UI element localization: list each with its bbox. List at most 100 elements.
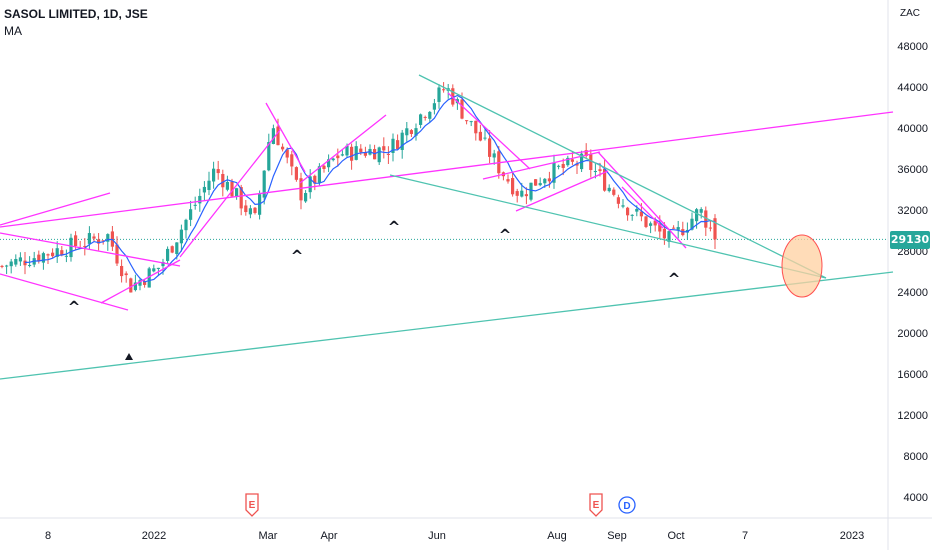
teal-trendline[interactable] [418, 74, 827, 279]
target-zone-ellipse[interactable] [781, 234, 823, 298]
candle-body [97, 239, 101, 244]
candle-body [161, 261, 165, 267]
magenta-trendline[interactable] [299, 114, 387, 184]
price-tick-label: 48000 [897, 41, 928, 53]
earnings-marker-icon[interactable] [589, 493, 603, 517]
magenta-trendline[interactable] [0, 111, 894, 228]
candle-body [442, 89, 446, 91]
candle-body [708, 227, 712, 229]
time-tick-label: 2023 [840, 530, 864, 542]
magenta-trendline[interactable] [0, 273, 129, 311]
candle-body [621, 205, 625, 207]
candle-body [354, 146, 358, 160]
candle-body [460, 99, 464, 119]
candle-body [281, 146, 285, 150]
magenta-trendline[interactable] [621, 186, 664, 229]
magenta-trendline[interactable] [0, 232, 181, 267]
candle-body [41, 253, 45, 263]
symbol-title: SASOL LIMITED, 1D, JSE [4, 7, 148, 21]
candle-body [239, 187, 243, 209]
candle-body [488, 138, 492, 157]
candle-body [492, 153, 496, 158]
indicator-label[interactable]: MA [4, 24, 22, 38]
price-tick-label: 24000 [897, 287, 928, 299]
candle-body [69, 237, 73, 258]
candle-body [612, 189, 616, 195]
candle-body [377, 147, 381, 163]
candle-body [469, 121, 473, 123]
candle-body [253, 207, 257, 213]
magenta-trendline[interactable] [447, 92, 531, 170]
magenta-trendline[interactable] [179, 129, 281, 258]
candle-body [23, 260, 27, 266]
magenta-trendline[interactable] [515, 170, 609, 212]
candle-body [124, 273, 128, 276]
candle-body [695, 209, 699, 222]
candle-body [690, 218, 694, 230]
candle-body [317, 166, 321, 183]
pivot-low-marker: ^ [291, 247, 304, 265]
time-tick-label: 2022 [142, 530, 166, 542]
candle-body [156, 267, 160, 269]
candle-body [529, 182, 533, 200]
candle-body [313, 175, 317, 184]
candle-body [704, 210, 708, 228]
candle-body [667, 231, 671, 242]
candle-body [0, 265, 4, 267]
time-tick-label: Oct [667, 530, 684, 542]
magenta-trendline[interactable] [265, 102, 306, 173]
candle-body [534, 179, 538, 186]
candle-body [198, 195, 202, 204]
candle-body [336, 155, 340, 159]
candle-body [18, 257, 22, 262]
pivot-low-marker: ^ [68, 298, 81, 316]
pivot-low-marker: ^ [668, 270, 681, 288]
candle-body [304, 193, 308, 202]
candle-body [561, 163, 565, 168]
last-price-tag: 29130 [890, 231, 930, 249]
candle-body [653, 220, 657, 226]
dividend-marker-label: D [623, 501, 630, 512]
magenta-trendline[interactable] [0, 192, 111, 226]
candle-body [552, 162, 556, 183]
candle-body [340, 154, 344, 156]
candle-body [396, 140, 400, 150]
candle-body [294, 167, 298, 180]
candle-body [676, 227, 680, 230]
candle-body [152, 268, 156, 272]
candle-body [630, 214, 634, 216]
magenta-trendline[interactable] [100, 259, 181, 304]
candle-body [138, 280, 142, 286]
candle-body [603, 168, 607, 191]
teal-trendline[interactable] [389, 174, 827, 279]
magenta-trendline[interactable] [597, 151, 687, 249]
candle-body [322, 165, 326, 169]
candle-body [382, 146, 386, 151]
candle-body [179, 229, 183, 244]
candle-body [515, 191, 519, 196]
candle-body [64, 255, 68, 257]
candle-body [175, 242, 179, 254]
earnings-marker-label: E [249, 500, 256, 511]
candle-body [331, 158, 335, 161]
candle-body [713, 218, 717, 240]
candle-body [212, 168, 216, 182]
candle-body [133, 282, 137, 291]
candle-body [147, 268, 151, 288]
candle-body [83, 245, 87, 247]
pivot-triangle-marker [125, 353, 133, 360]
dividend-marker-icon[interactable] [618, 496, 636, 514]
magenta-trendline[interactable] [482, 151, 601, 180]
candle-body [129, 278, 133, 293]
teal-trendline[interactable] [0, 271, 894, 380]
currency-label: ZAC [900, 8, 920, 19]
earnings-marker-icon[interactable] [245, 493, 259, 517]
candle-body [451, 88, 455, 105]
candle-body [409, 130, 413, 134]
price-tick-label: 28000 [897, 246, 928, 258]
candle-body [607, 187, 611, 192]
time-tick-label: Apr [320, 530, 337, 542]
candle-body [557, 165, 561, 167]
